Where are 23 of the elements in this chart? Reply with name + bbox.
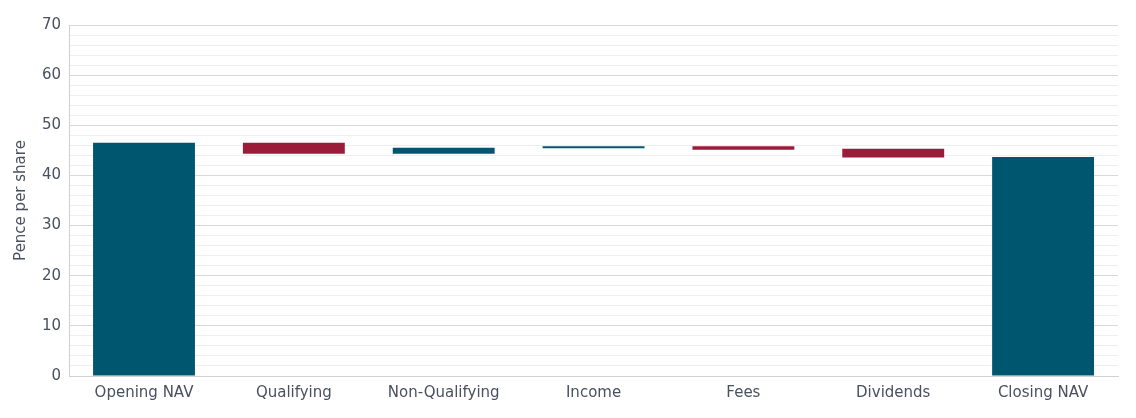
x-tick-label: Non-Qualifying: [387, 382, 500, 401]
y-tick-label: 60: [41, 65, 62, 84]
y-tick-label: 20: [41, 265, 62, 284]
bar: [692, 146, 795, 150]
y-tick-label: 10: [41, 315, 62, 334]
bar: [842, 148, 945, 158]
bar: [242, 142, 345, 154]
y-tick-label: 30: [41, 215, 62, 234]
y-tick-label: 0: [51, 365, 62, 384]
y-axis-title: Pence per share: [10, 140, 29, 261]
y-tick-label: 50: [41, 115, 62, 134]
x-tick-label: Dividends: [856, 382, 931, 401]
x-tick-label: Fees: [726, 382, 761, 401]
bar: [992, 156, 1095, 376]
bar: [93, 142, 195, 376]
x-tick-label: Opening NAV: [94, 382, 195, 401]
y-tick-label: 40: [41, 165, 62, 184]
bar: [392, 147, 495, 154]
bar: [542, 146, 645, 149]
x-tick-label: Qualifying: [255, 382, 332, 401]
x-tick-label: Closing NAV: [997, 382, 1089, 401]
x-tick-label: Income: [565, 382, 622, 401]
y-tick-label: 70: [41, 14, 62, 33]
